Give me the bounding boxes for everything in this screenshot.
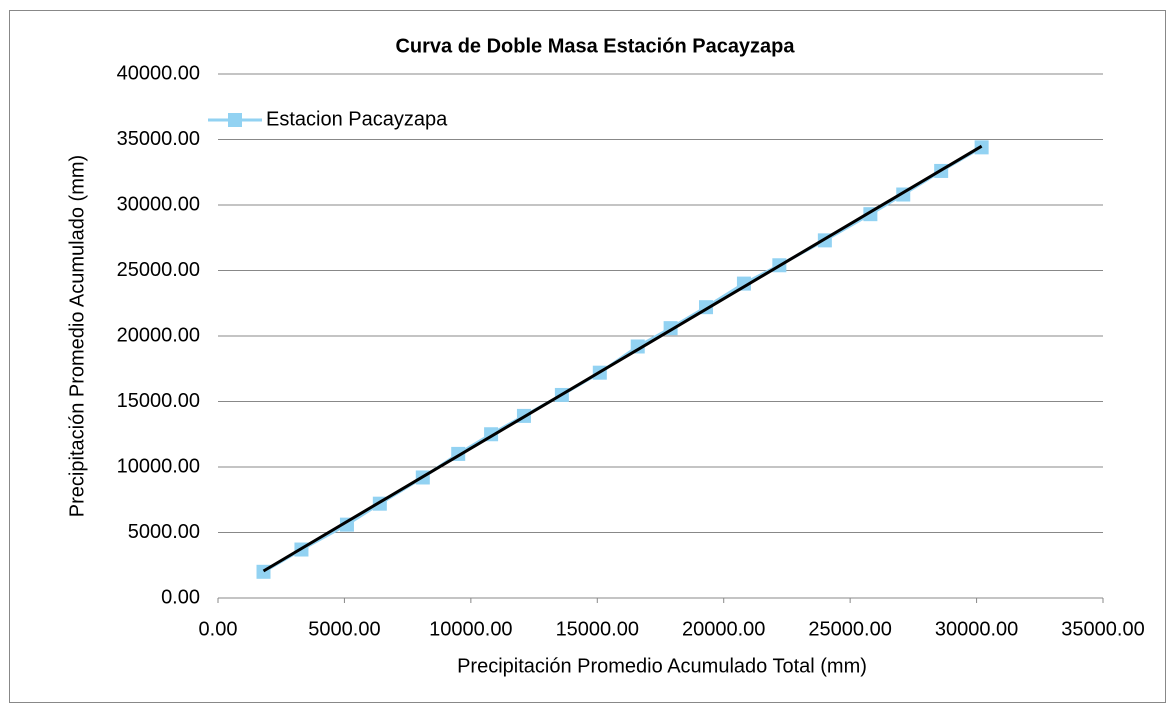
chart-border [9, 10, 1166, 703]
x-tick-label: 30000.00 [935, 618, 1018, 640]
y-tick-label: 40000.00 [117, 62, 200, 84]
x-axis-title: Precipitación Promedio Acumulado Total (… [457, 655, 867, 677]
x-tick-label: 0.00 [199, 618, 238, 640]
y-tick-label: 0.00 [161, 586, 200, 608]
y-tick-label: 35000.00 [117, 128, 200, 150]
y-tick-label: 5000.00 [128, 521, 200, 543]
x-tick-label: 5000.00 [308, 618, 380, 640]
x-tick-label: 35000.00 [1061, 618, 1144, 640]
y-axis-title: Precipitación Promedio Acumulado (mm) [66, 155, 88, 517]
x-tick-label: 20000.00 [682, 618, 765, 640]
x-tick-label: 15000.00 [556, 618, 639, 640]
legend-label: Estacion Pacayzapa [266, 108, 448, 130]
y-tick-label: 30000.00 [117, 193, 200, 215]
chart-title: Curva de Doble Masa Estación Pacayzapa [395, 35, 795, 57]
x-tick-label: 25000.00 [808, 618, 891, 640]
legend-marker [228, 113, 242, 127]
trendline [262, 144, 983, 573]
x-tick-label: 10000.00 [429, 618, 512, 640]
y-tick-label: 10000.00 [117, 455, 200, 477]
y-tick-label: 15000.00 [117, 390, 200, 412]
y-tick-label: 20000.00 [117, 324, 200, 346]
y-tick-label: 25000.00 [117, 259, 200, 281]
